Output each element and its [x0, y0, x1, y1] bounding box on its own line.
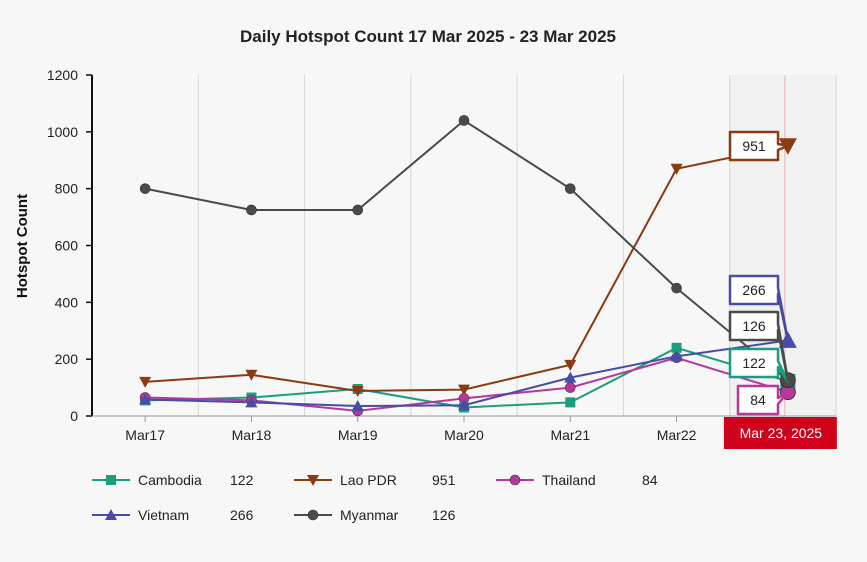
legend-label-thailand: Thailand — [542, 472, 596, 488]
crosshair-label: Mar 23, 2025 — [740, 425, 823, 441]
y-tick-label: 1200 — [47, 67, 78, 83]
legend-item-vietnam[interactable]: Vietnam 266 — [92, 507, 254, 523]
data-point-lao-pdr — [351, 385, 364, 397]
data-point-cambodia — [565, 397, 576, 408]
legend-item-thailand[interactable]: Thailand 84 — [496, 472, 658, 488]
value-label-box-cambodia — [728, 347, 790, 383]
plot-area: 0 200 400 600 800 1000 1200 Mar17 Mar18 Mar19 Mar2… — [47, 67, 837, 449]
data-point-vietnam — [139, 393, 152, 405]
y-tick-label: 0 — [70, 408, 78, 424]
x-tick-label: Mar20 — [444, 427, 484, 443]
y-tick-label: 800 — [55, 181, 79, 197]
y-axis-label: Hotspot Count — [14, 194, 31, 298]
legend-label-vietnam: Vietnam — [138, 507, 189, 523]
x-tick-label: Mar22 — [657, 427, 697, 443]
data-point-myanmar — [246, 204, 257, 216]
data-point-lao-pdr — [139, 376, 152, 388]
data-point-vietnam — [564, 371, 577, 383]
legend-label-lao-pdr: Lao PDR — [340, 472, 397, 488]
data-point-lao-pdr — [245, 369, 258, 381]
y-tick-label: 600 — [55, 238, 79, 254]
value-label-myanmar: 126 — [742, 318, 766, 334]
legend-marker-cambodia — [106, 475, 116, 485]
legend-marker-thailand — [509, 474, 521, 486]
legend-item-cambodia[interactable]: Cambodia 122 — [92, 472, 254, 488]
data-point-lao-pdr — [670, 163, 683, 175]
data-point-thailand — [564, 382, 576, 393]
data-point-cambodia — [671, 342, 682, 353]
series-line-myanmar[interactable] — [144, 119, 789, 381]
data-point-myanmar — [139, 183, 151, 194]
legend-item-lao-pdr[interactable]: Lao PDR 951 — [294, 472, 456, 488]
data-point-vietnam — [351, 400, 364, 412]
crosshair-label-box — [723, 417, 837, 449]
value-label-box-vietnam — [728, 274, 790, 342]
x-tick-label: Mar19 — [338, 427, 378, 443]
data-point-vietnam — [245, 396, 258, 408]
legend[interactable]: Cambodia 122 Lao PDR 951 Thailand 84 Vietnam 26… — [92, 472, 658, 523]
legend-value-lao-pdr: 951 — [432, 472, 456, 488]
y-tick-label: 200 — [55, 351, 79, 367]
data-point-lao-pdr — [564, 359, 577, 371]
data-point-lao-pdr — [458, 384, 470, 396]
legend-marker-lao-pdr — [307, 475, 319, 486]
legend-marker-myanmar — [307, 509, 319, 521]
legend-label-cambodia: Cambodia — [138, 472, 202, 488]
x-tick-label: Mar21 — [550, 427, 590, 443]
data-point-myanmar — [671, 282, 682, 294]
y-tick-label: 400 — [55, 294, 79, 310]
x-tick-label: Mar18 — [232, 427, 272, 443]
chart-title: Daily Hotspot Count 17 Mar 2025 - 23 Mar… — [240, 27, 616, 46]
data-point-myanmar — [458, 115, 470, 126]
legend-label-myanmar: Myanmar — [340, 507, 399, 523]
value-label-box-myanmar — [728, 310, 790, 382]
legend-value-cambodia: 122 — [230, 472, 254, 488]
data-point-myanmar — [352, 204, 364, 216]
value-label-lao-pdr: 951 — [742, 138, 766, 154]
legend-marker-vietnam — [105, 509, 117, 520]
legend-item-myanmar[interactable]: Myanmar 126 — [294, 507, 456, 523]
y-tick-label: 1000 — [47, 124, 78, 140]
data-point-myanmar — [564, 183, 576, 194]
value-label-thailand: 84 — [750, 392, 766, 408]
data-point-vietnam — [670, 350, 683, 362]
value-label-cambodia: 122 — [742, 355, 766, 371]
value-label-box-lao-pdr — [728, 130, 790, 162]
data-point-vietnam — [458, 399, 470, 411]
legend-value-myanmar: 126 — [432, 507, 456, 523]
value-label-vietnam: 266 — [742, 282, 766, 298]
legend-value-thailand: 84 — [642, 472, 658, 488]
value-label-box-thailand — [736, 384, 790, 416]
legend-value-vietnam: 266 — [230, 507, 254, 523]
x-tick-label: Mar17 — [125, 427, 165, 443]
